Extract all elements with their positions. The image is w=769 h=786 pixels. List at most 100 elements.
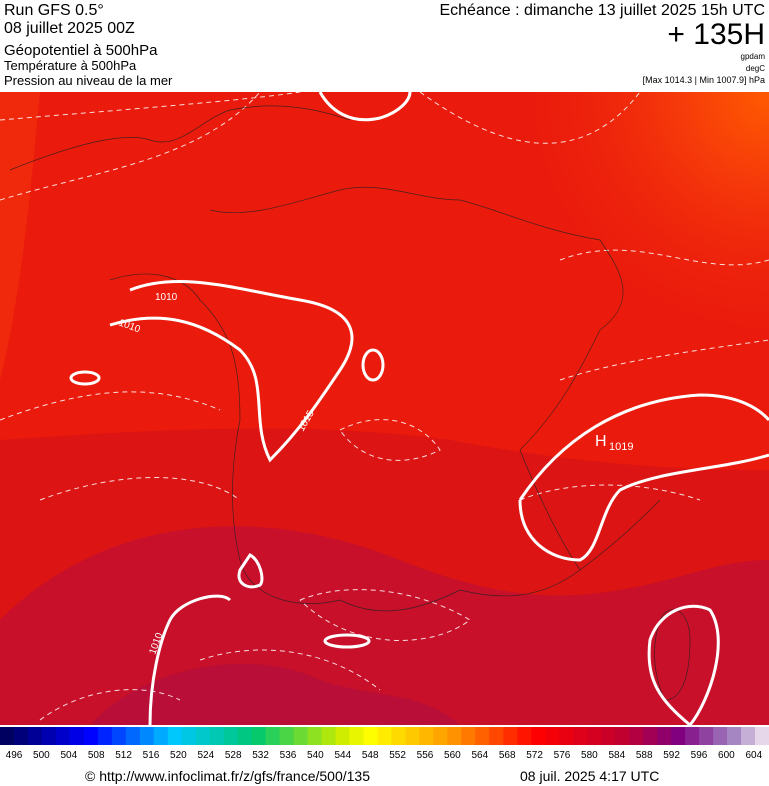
scale-label: 516 xyxy=(143,750,160,761)
scale-swatch xyxy=(447,727,462,745)
scale-swatch xyxy=(55,727,71,745)
scale-label: 556 xyxy=(417,750,434,761)
scale-label: 540 xyxy=(307,750,324,761)
scale-swatch xyxy=(195,727,211,745)
scale-swatch xyxy=(755,727,769,745)
scale-swatch xyxy=(83,727,99,745)
scale-label: 560 xyxy=(444,750,461,761)
scale-swatch xyxy=(125,727,141,745)
scale-swatch xyxy=(69,727,85,745)
unit-label: gpdam xyxy=(741,52,766,61)
scale-label: 588 xyxy=(636,750,653,761)
scale-label: 552 xyxy=(389,750,406,761)
scale-swatch xyxy=(503,727,518,745)
scale-swatch xyxy=(419,727,434,745)
high-marker: H xyxy=(595,433,607,450)
scale-swatch xyxy=(559,727,574,745)
scale-swatch xyxy=(251,727,267,745)
field-label: Pression au niveau de la mer xyxy=(4,73,173,88)
scale-swatch xyxy=(601,727,616,745)
scale-swatch xyxy=(587,727,602,745)
scale-label: 500 xyxy=(33,750,50,761)
scale-swatch xyxy=(405,727,420,745)
scale-swatch xyxy=(573,727,588,745)
scale-label: 568 xyxy=(499,750,516,761)
scale-swatch xyxy=(223,727,239,745)
footer-url: © http://www.infoclimat.fr/z/gfs/france/… xyxy=(85,768,370,784)
scale-swatch xyxy=(391,727,406,745)
scale-label: 604 xyxy=(745,750,762,761)
scale-swatch xyxy=(279,727,295,745)
high-value: 1019 xyxy=(609,441,633,453)
scale-label: 508 xyxy=(88,750,105,761)
scale-label: 524 xyxy=(197,750,214,761)
scale-swatch xyxy=(13,727,29,745)
scale-label: 504 xyxy=(60,750,77,761)
scale-swatch xyxy=(27,727,43,745)
scale-swatch xyxy=(461,727,476,745)
scale-swatch xyxy=(237,727,253,745)
valid-time: Echéance : dimanche 13 juillet 2025 15h … xyxy=(439,2,765,19)
scale-swatch xyxy=(335,727,351,745)
scale-swatch xyxy=(363,727,379,745)
scale-swatch xyxy=(209,727,225,745)
scale-swatch xyxy=(657,727,672,745)
scale-swatch xyxy=(181,727,197,745)
scale-swatch xyxy=(0,727,15,745)
scale-swatch xyxy=(111,727,127,745)
scale-swatch xyxy=(489,727,504,745)
scale-swatch xyxy=(265,727,281,745)
scale-label: 536 xyxy=(280,750,297,761)
scale-label: 512 xyxy=(115,750,132,761)
scale-swatch xyxy=(167,727,183,745)
scale-label: 592 xyxy=(663,750,680,761)
scale-swatch xyxy=(727,727,742,745)
lead-time: + 135H xyxy=(667,18,765,51)
scale-swatch xyxy=(293,727,309,745)
scale-swatch xyxy=(531,727,546,745)
scale-swatch xyxy=(153,727,169,745)
scale-swatch xyxy=(307,727,323,745)
scale-swatch xyxy=(41,727,57,745)
header: Run GFS 0.5° 08 juillet 2025 00Z Géopote… xyxy=(4,2,765,88)
footer-timestamp: 08 juil. 2025 4:17 UTC xyxy=(520,768,659,784)
contour-label: 1010 xyxy=(155,292,178,303)
scale-swatch xyxy=(349,727,365,745)
pressure-range: [Max 1014.3 | Min 1007.9] hPa xyxy=(643,75,765,85)
scale-swatch xyxy=(377,727,392,745)
scale-swatch xyxy=(139,727,155,745)
color-scale: 496 500 504 508 512 516 520 524 528 532 536 540 544 5… xyxy=(0,727,769,761)
scale-swatch xyxy=(517,727,532,745)
field-label: Géopotentiel à 500hPa xyxy=(4,42,158,59)
unit-label: degC xyxy=(746,64,765,73)
scale-label: 600 xyxy=(718,750,735,761)
scale-swatch xyxy=(685,727,700,745)
scale-label: 496 xyxy=(6,750,23,761)
scale-label: 584 xyxy=(608,750,625,761)
scale-swatch xyxy=(741,727,756,745)
map xyxy=(0,91,769,727)
scale-label: 544 xyxy=(334,750,351,761)
scale-label: 596 xyxy=(691,750,708,761)
scale-label: 576 xyxy=(554,750,571,761)
field-label: Température à 500hPa xyxy=(4,58,137,73)
scale-swatch xyxy=(545,727,560,745)
scale-swatch xyxy=(321,727,337,745)
scale-label: 528 xyxy=(225,750,242,761)
scale-swatch xyxy=(713,727,728,745)
scale-swatch xyxy=(671,727,686,745)
run-title: Run GFS 0.5° xyxy=(4,2,104,19)
scale-swatch xyxy=(475,727,490,745)
scale-swatch xyxy=(97,727,113,745)
scale-swatch xyxy=(699,727,714,745)
scale-label: 532 xyxy=(252,750,269,761)
scale-label: 564 xyxy=(471,750,488,761)
scale-swatch xyxy=(643,727,658,745)
scale-label: 572 xyxy=(526,750,543,761)
scale-label: 548 xyxy=(362,750,379,761)
scale-swatch xyxy=(629,727,644,745)
scale-swatch xyxy=(433,727,448,745)
run-date: 08 juillet 2025 00Z xyxy=(4,20,135,37)
